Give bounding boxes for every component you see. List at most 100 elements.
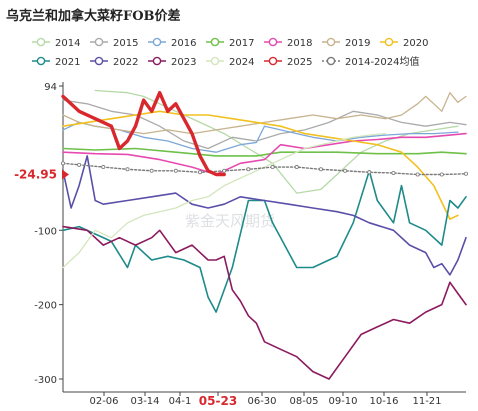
series-point	[246, 167, 251, 172]
series-point	[198, 170, 203, 175]
legend-label: 2022	[113, 57, 138, 68]
series-point	[101, 165, 106, 170]
series-line	[62, 110, 459, 220]
series-9	[62, 155, 467, 276]
series-line	[61, 90, 226, 177]
series-2	[62, 99, 467, 150]
legend-item-9[interactable]: 2022	[90, 56, 138, 68]
legend-item-4[interactable]: 2017	[206, 37, 254, 49]
series-11	[62, 132, 387, 269]
legend-label: 2018	[287, 38, 312, 49]
series-point	[439, 172, 444, 177]
series-5	[62, 132, 467, 176]
series-point	[149, 168, 154, 173]
series-point	[463, 171, 468, 176]
legend-item-5[interactable]: 2018	[264, 37, 312, 49]
legend-item-6[interactable]: 2019	[322, 37, 370, 49]
x-tick-label: 03-14	[130, 396, 159, 407]
series-12	[61, 90, 226, 177]
current-date-label: 05-23	[199, 394, 237, 407]
series-layer	[61, 89, 468, 380]
series-point	[61, 161, 66, 166]
x-tick-label: 02-06	[89, 396, 118, 407]
legend-label: 2020	[403, 38, 428, 49]
series-7	[62, 110, 459, 220]
series-line	[62, 99, 467, 150]
legend-swatch-marker	[36, 56, 46, 66]
series-line	[62, 170, 467, 313]
current-value-label: -24.95	[14, 167, 57, 181]
y-tick-label: -200	[34, 301, 57, 312]
legend-label: 2014-2024均值	[345, 55, 420, 68]
highlight-layer: -24.95 05-23	[14, 167, 237, 408]
series-point	[270, 165, 275, 170]
legend-item-7[interactable]: 2020	[380, 37, 428, 49]
series-10	[62, 225, 467, 380]
series-point	[318, 167, 323, 172]
series-8	[62, 170, 467, 313]
x-tick-label: 04-1	[169, 396, 192, 407]
series-point	[125, 167, 130, 172]
legend-item-2[interactable]: 2015	[90, 37, 138, 49]
legend-label: 2023	[171, 57, 196, 68]
series-point	[367, 170, 372, 175]
current-value-pointer	[62, 169, 69, 180]
legend-item-12[interactable]: 2025	[264, 56, 312, 68]
chart-legend: 2014 2015 2016 2017 2018 2019 2020 2021 2022 2023…	[32, 37, 428, 68]
x-tick-label: 10-16	[369, 396, 398, 407]
legend-swatch-marker	[210, 56, 220, 66]
legend-swatch-marker	[210, 37, 220, 47]
legend-item-8[interactable]: 2021	[32, 56, 80, 68]
series-4	[62, 147, 467, 157]
legend-item-10[interactable]: 2023	[148, 56, 196, 68]
legend-swatch-marker	[384, 37, 394, 47]
legend-label: 2021	[55, 57, 80, 68]
series-point	[222, 168, 227, 173]
legend-swatch-marker	[152, 56, 162, 66]
legend-swatch-marker	[326, 37, 336, 47]
y-tick-label: -100	[34, 226, 57, 237]
series-point	[173, 168, 178, 173]
x-tick-label: 08-05	[289, 396, 318, 407]
y-tick-label: -300	[34, 375, 57, 386]
legend-label: 2014	[55, 38, 80, 49]
legend-item-3[interactable]: 2016	[148, 37, 196, 49]
legend-label: 2019	[345, 38, 370, 49]
series-point	[415, 172, 420, 177]
series-point	[391, 171, 396, 176]
legend-swatch-marker	[268, 37, 278, 47]
x-tick-label: 06-30	[247, 396, 276, 407]
legend-item-11[interactable]: 2024	[206, 56, 254, 68]
series-line	[62, 162, 467, 176]
legend-swatch-marker	[326, 56, 336, 66]
series-point	[343, 168, 348, 173]
legend-label: 2017	[229, 38, 254, 49]
legend-label: 2025	[287, 57, 312, 68]
series-line	[62, 155, 467, 276]
series-line	[62, 92, 467, 135]
legend-item-13[interactable]: 2014-2024均值	[322, 55, 420, 68]
series-line	[62, 225, 467, 380]
legend-label: 2015	[113, 38, 138, 49]
series-6	[62, 92, 467, 135]
x-tick-label: 11-21	[412, 396, 441, 407]
series-13	[61, 161, 468, 177]
series-line	[62, 132, 387, 269]
series-point	[77, 162, 82, 167]
legend-swatch-marker	[152, 37, 162, 47]
legend-label: 2024	[229, 57, 254, 68]
chart-watermark: 紫金天风期货	[185, 212, 275, 230]
chart-axes: 94 -100 -200 -300 02-06 03-14 04-1 06-30 08-05 09…	[34, 82, 466, 407]
series-line	[62, 147, 467, 157]
legend-swatch-marker	[36, 37, 46, 47]
legend-swatch-marker	[94, 56, 104, 66]
legend-label: 2016	[171, 38, 196, 49]
x-tick-label: 09-10	[328, 396, 357, 407]
chart-title: 乌克兰和加拿大菜籽FOB价差	[6, 8, 181, 24]
legend-item-1[interactable]: 2014	[32, 37, 80, 49]
legend-swatch-marker	[94, 37, 104, 47]
y-tick-label: 94	[44, 82, 57, 93]
series-line	[62, 132, 467, 176]
